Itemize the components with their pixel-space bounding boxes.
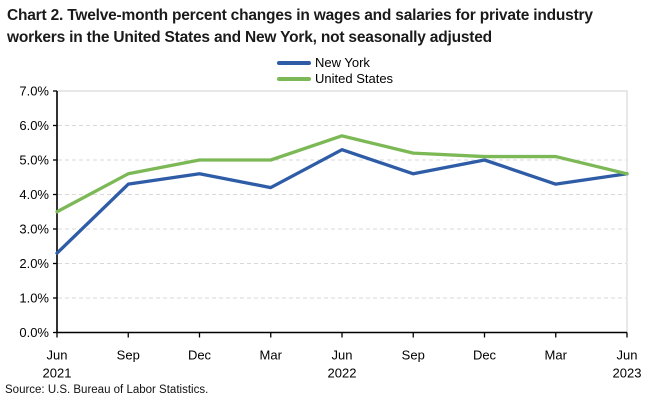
y-tick-label: 6.0% <box>19 118 49 133</box>
x-tick-label: Sep <box>402 348 425 363</box>
legend-swatch-new-york <box>277 60 311 65</box>
x-tick-label: Dec <box>473 348 497 363</box>
source-note: Source: U.S. Bureau of Labor Statistics. <box>5 384 209 396</box>
series-line-new-york <box>55 147 629 255</box>
series-line-united-states <box>55 134 629 214</box>
x-year-label: 2023 <box>613 366 642 381</box>
legend-label: New York <box>315 55 370 70</box>
y-tick-label: 2.0% <box>19 256 49 271</box>
x-tick-label: Sep <box>117 348 140 363</box>
legend: New York United States <box>277 55 393 86</box>
legend-item-united-states: United States <box>277 71 393 86</box>
y-tick-label: 1.0% <box>19 291 49 306</box>
x-tick-label: Dec <box>188 348 212 363</box>
plot-frame <box>56 90 628 334</box>
x-tick-label: Mar <box>260 348 283 363</box>
legend-label: United States <box>315 71 394 86</box>
y-tick-label: 4.0% <box>19 187 49 202</box>
x-year-label: 2021 <box>43 366 72 381</box>
x-tick-label: Jun <box>47 348 68 363</box>
x-tick-label: Jun <box>332 348 353 363</box>
y-tick-label: 5.0% <box>19 153 49 168</box>
y-tick-label: 0.0% <box>19 325 49 340</box>
legend-swatch-united-states <box>277 76 311 81</box>
y-tick-label: 3.0% <box>19 222 49 237</box>
x-tick-label: Jun <box>617 348 638 363</box>
y-tick-label: 7.0% <box>19 84 49 99</box>
x-tick-label: Mar <box>545 348 568 363</box>
chart-title: Chart 2. Twelve-month percent changes in… <box>7 7 593 46</box>
x-year-label: 2022 <box>328 366 357 381</box>
legend-item-new-york: New York <box>277 55 393 70</box>
